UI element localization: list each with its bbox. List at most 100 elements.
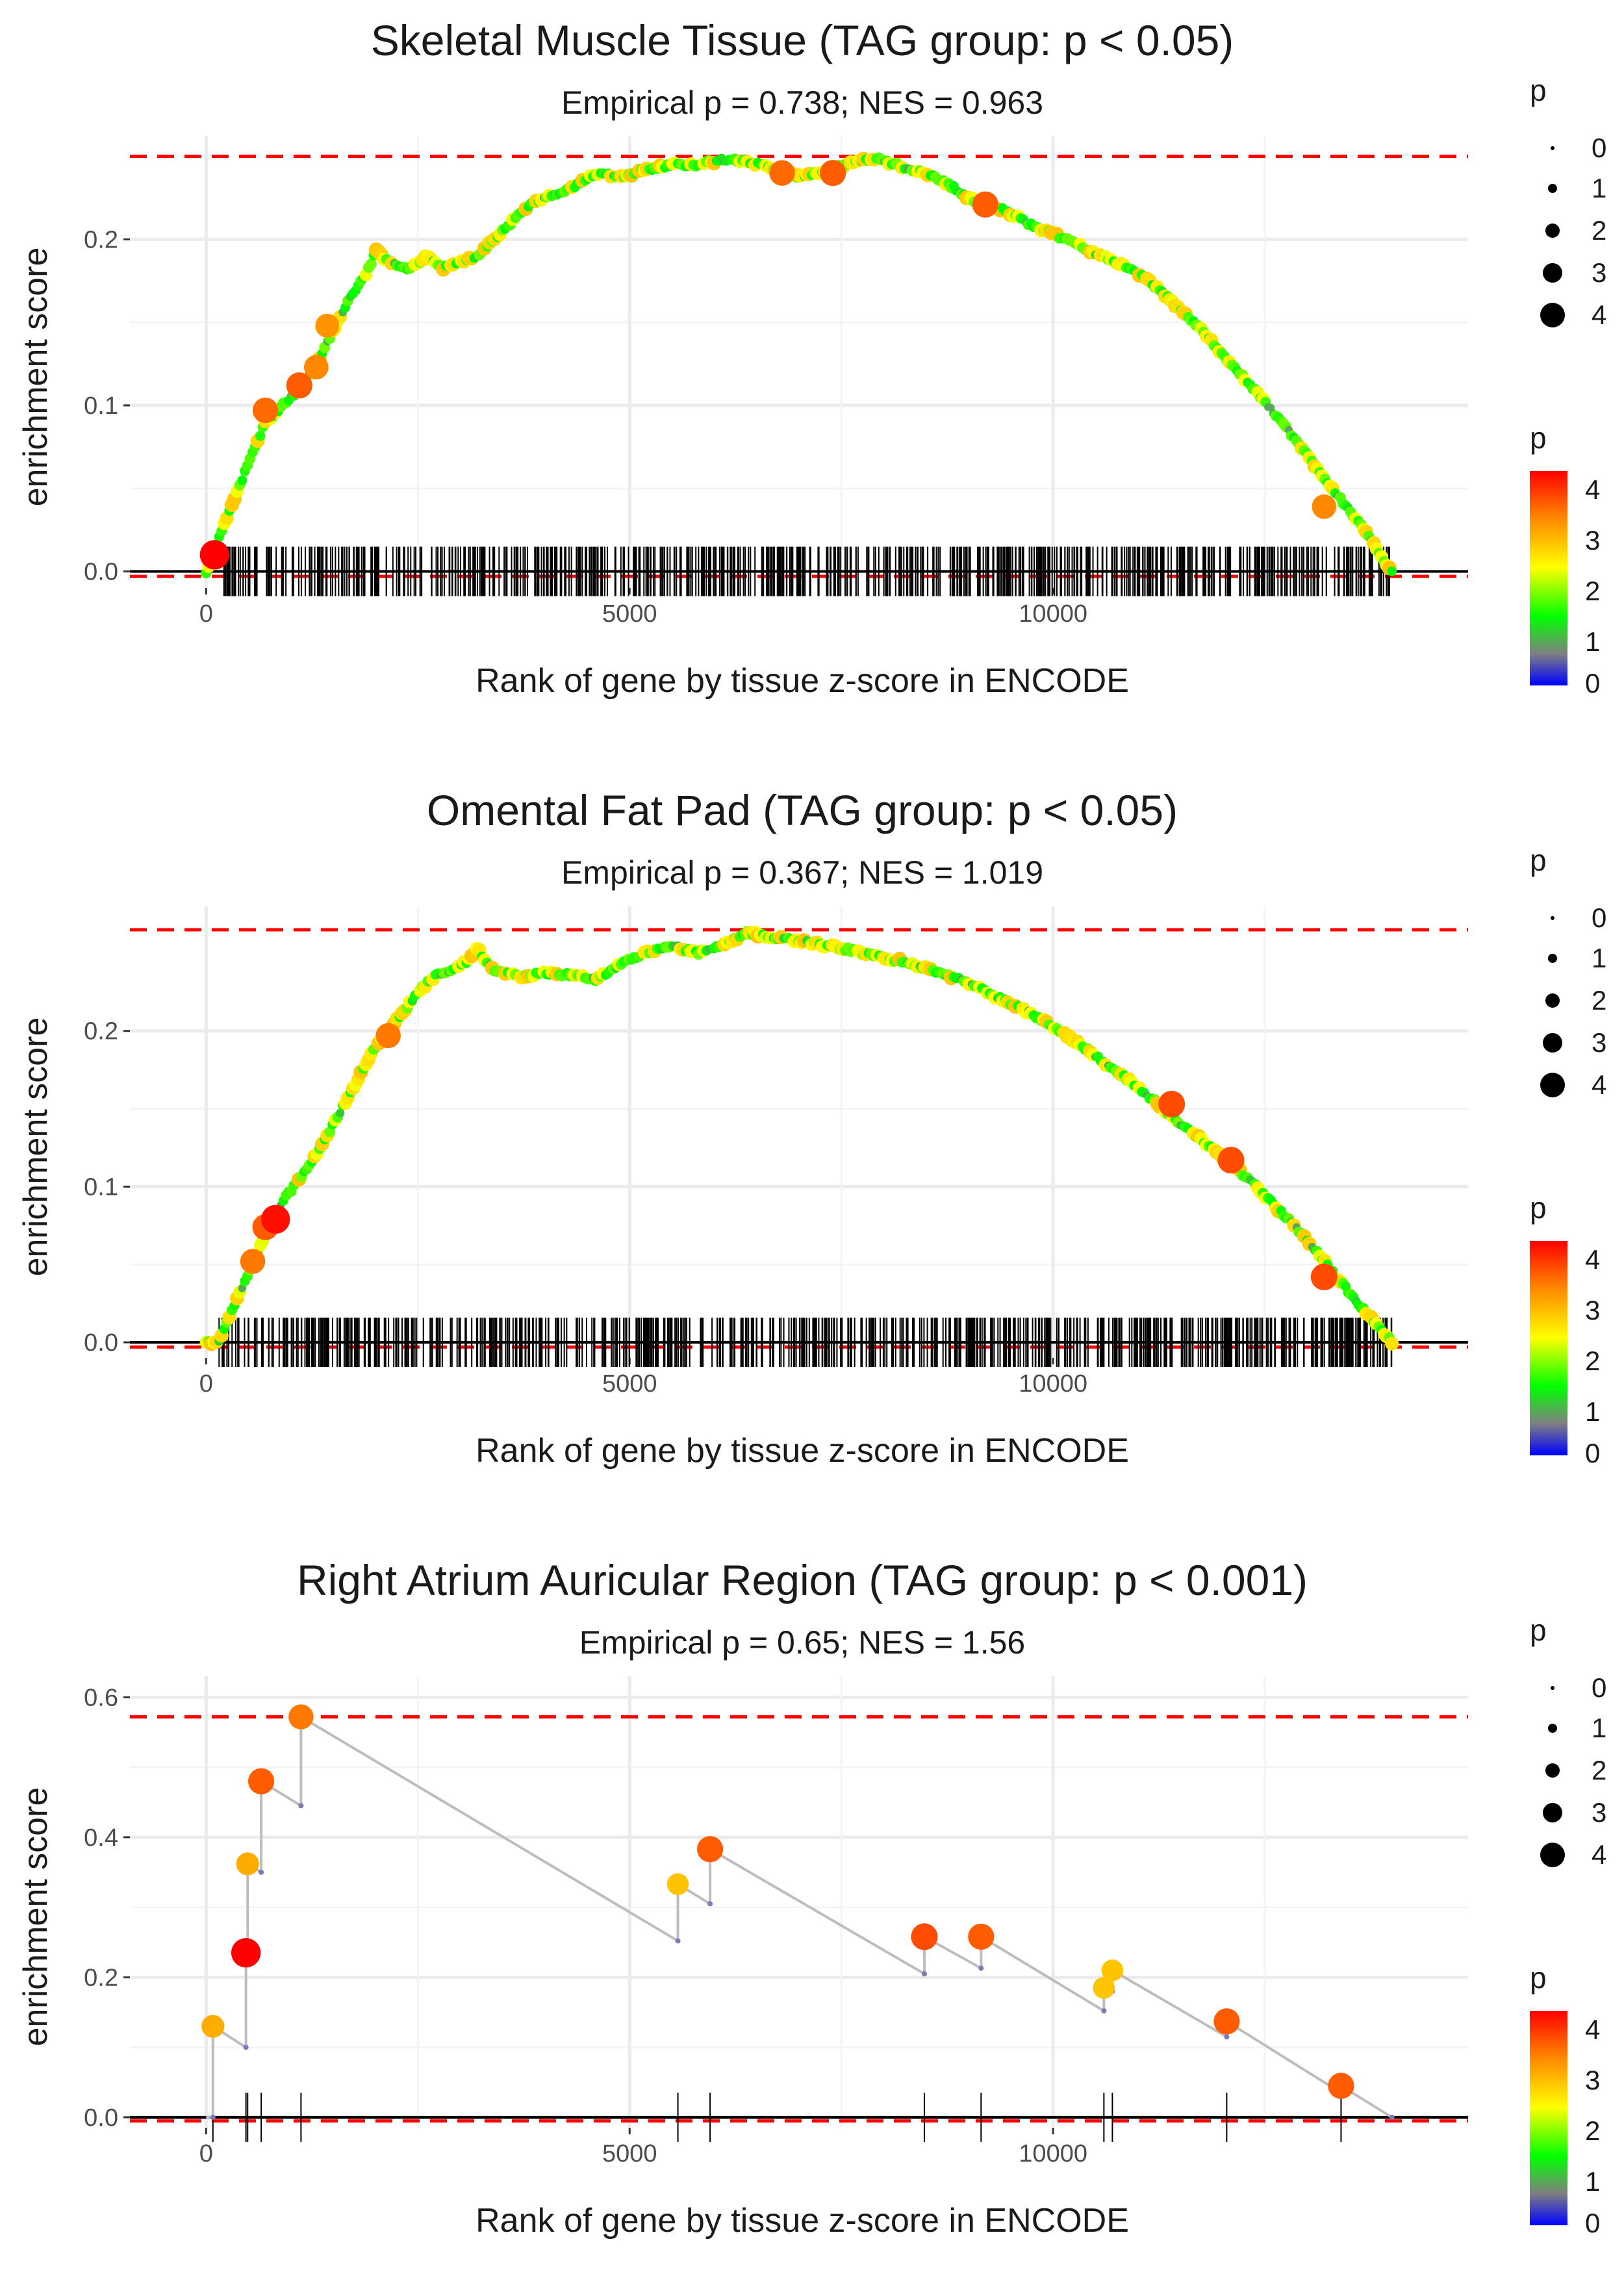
size-legend-label-0: 0 bbox=[1592, 1672, 1606, 1703]
color-legend-label-3: 3 bbox=[1585, 525, 1600, 556]
size-legend-label-2: 2 bbox=[1592, 985, 1606, 1016]
x-axis-label: Rank of gene by tissue z-score in ENCODE bbox=[476, 1432, 1129, 1470]
step-base-point bbox=[978, 1965, 984, 1971]
step-base-point bbox=[1101, 2008, 1107, 2014]
size-legend-title: p bbox=[1530, 73, 1547, 107]
x-tick-label: 0 bbox=[199, 2140, 213, 2167]
x-axis-label: Rank of gene by tissue z-score in ENCODE bbox=[476, 2202, 1129, 2240]
step-base-point bbox=[707, 1901, 713, 1907]
x-tick-label: 0 bbox=[199, 600, 213, 628]
data-point bbox=[365, 258, 377, 270]
y-tick-label: 0.0 bbox=[84, 558, 118, 585]
color-legend-label-4: 4 bbox=[1585, 1244, 1600, 1275]
step-base-point bbox=[675, 1938, 681, 1944]
color-legend-label-1: 1 bbox=[1585, 2166, 1600, 2197]
size-legend-dot-2 bbox=[1545, 993, 1560, 1008]
highlight-point bbox=[303, 355, 329, 380]
hit-point bbox=[911, 1923, 938, 1950]
hit-point bbox=[696, 1836, 724, 1863]
step-base-point bbox=[298, 1803, 304, 1809]
highlight-point bbox=[972, 191, 998, 218]
size-legend: p 0 1 2 3 4 bbox=[1530, 73, 1606, 330]
hit-point bbox=[201, 2015, 225, 2038]
hit-point bbox=[968, 1923, 995, 1950]
color-legend: p 4 3 2 1 0 bbox=[1530, 1961, 1600, 2238]
size-legend-dot-3 bbox=[1543, 1803, 1562, 1822]
size-legend-label-2: 2 bbox=[1592, 215, 1606, 246]
step-base-point bbox=[921, 1971, 927, 1976]
color-legend-label-2: 2 bbox=[1585, 576, 1600, 606]
color-legend-bar bbox=[1530, 471, 1567, 685]
size-legend-title: p bbox=[1530, 843, 1547, 877]
size-legend-dot-2 bbox=[1545, 224, 1560, 238]
y-tick-label: 0.1 bbox=[84, 392, 118, 420]
point-cloud bbox=[201, 151, 1397, 579]
color-legend-title: p bbox=[1530, 1191, 1547, 1225]
chart-title: Skeletal Muscle Tissue (TAG group: p < 0… bbox=[371, 16, 1234, 64]
data-point bbox=[336, 1108, 345, 1118]
y-tick-label: 0.0 bbox=[84, 1329, 118, 1357]
data-point bbox=[1385, 1336, 1399, 1351]
step-base-point bbox=[243, 2045, 249, 2050]
highlight-point bbox=[199, 540, 230, 570]
highlight-point bbox=[1217, 1147, 1245, 1174]
hit-point bbox=[1213, 2008, 1240, 2035]
panel-omental-fat-pad: Omental Fat Pad (TAG group: p < 0.05) Em… bbox=[17, 786, 1606, 1470]
y-tick-label: 0.1 bbox=[84, 1173, 118, 1201]
size-legend-dot-1 bbox=[1548, 1724, 1557, 1733]
step-base-point bbox=[1224, 2034, 1230, 2039]
highlight-point bbox=[1310, 1263, 1338, 1290]
chart-subtitle: Empirical p = 0.367; NES = 1.019 bbox=[561, 854, 1043, 891]
highlight-point bbox=[769, 160, 795, 186]
step-base-point bbox=[210, 2114, 216, 2120]
x-axis-label: Rank of gene by tissue z-score in ENCODE bbox=[476, 662, 1129, 700]
size-legend-label-4: 4 bbox=[1592, 1069, 1606, 1100]
color-legend-label-3: 3 bbox=[1585, 2065, 1600, 2095]
y-tick-label: 0.4 bbox=[84, 1824, 118, 1852]
size-legend-dot-3 bbox=[1543, 263, 1562, 283]
size-legend-dot-2 bbox=[1545, 1763, 1560, 1778]
y-tick-label: 0.0 bbox=[84, 2104, 118, 2132]
plot-area: 0 5000 10000 0.0 0.1 0.2 bbox=[84, 136, 1468, 628]
color-legend-label-0: 0 bbox=[1585, 2208, 1600, 2238]
plot-area: 0 5000 10000 0.0 0.1 0.2 bbox=[84, 906, 1468, 1398]
highlight-point bbox=[820, 160, 846, 186]
size-legend-label-4: 4 bbox=[1592, 300, 1606, 330]
color-legend-label-4: 4 bbox=[1585, 2014, 1600, 2045]
color-legend-label-2: 2 bbox=[1585, 1346, 1600, 1376]
size-legend-label-4: 4 bbox=[1592, 1839, 1606, 1870]
panel-right-atrium: Right Atrium Auricular Region (TAG group… bbox=[17, 1556, 1606, 2240]
data-point bbox=[237, 475, 247, 485]
size-legend: p 0 1 2 3 4 bbox=[1530, 1613, 1606, 1870]
x-tick-label: 10000 bbox=[1019, 2140, 1087, 2167]
hit-point bbox=[1328, 2073, 1354, 2099]
running-sum-line bbox=[205, 157, 1393, 572]
color-legend-title: p bbox=[1530, 421, 1547, 455]
size-legend-dot-0 bbox=[1551, 916, 1554, 920]
hit-point bbox=[1101, 1959, 1124, 1982]
size-legend-dot-4 bbox=[1540, 303, 1565, 327]
size-legend-label-0: 0 bbox=[1592, 902, 1606, 933]
y-tick-label: 0.2 bbox=[84, 226, 118, 253]
color-legend: p 4 3 2 1 0 bbox=[1530, 421, 1600, 698]
size-legend-label-1: 1 bbox=[1592, 943, 1606, 973]
color-legend-label-0: 0 bbox=[1585, 668, 1600, 698]
size-legend-label-1: 1 bbox=[1592, 173, 1606, 203]
y-axis-label: enrichment score bbox=[17, 1017, 55, 1277]
size-legend: p 0 1 2 3 4 bbox=[1530, 843, 1606, 1100]
running-sum-line bbox=[206, 1714, 1393, 2119]
running-sum-line bbox=[206, 931, 1393, 1344]
size-legend-dot-4 bbox=[1540, 1073, 1565, 1097]
highlight-point bbox=[375, 1023, 401, 1049]
hit-point bbox=[236, 1852, 259, 1876]
hit-point bbox=[231, 1937, 261, 1968]
highlight-point bbox=[240, 1249, 266, 1274]
y-tick-label: 0.2 bbox=[84, 1964, 118, 1991]
chart-subtitle: Empirical p = 0.738; NES = 0.963 bbox=[561, 84, 1043, 121]
color-legend-label-4: 4 bbox=[1585, 474, 1600, 505]
highlight-point bbox=[261, 1205, 290, 1234]
color-legend-label-1: 1 bbox=[1585, 1396, 1600, 1427]
step-base-point bbox=[259, 1869, 264, 1875]
size-legend-title: p bbox=[1530, 1613, 1547, 1647]
hit-point bbox=[247, 1768, 275, 1795]
